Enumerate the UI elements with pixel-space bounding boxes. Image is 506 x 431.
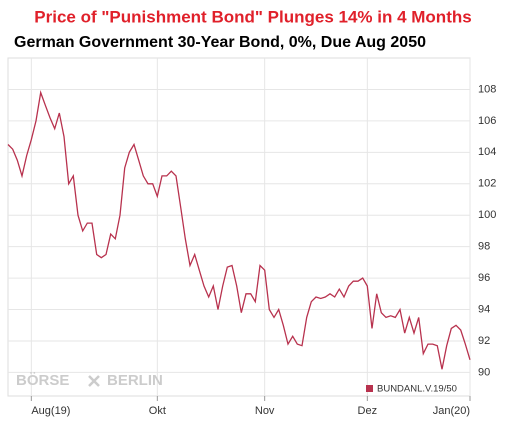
x-tick-label: Dez xyxy=(358,405,378,417)
y-tick-label: 106 xyxy=(478,115,496,127)
x-tick-label: Jan(20) xyxy=(433,405,470,417)
y-tick-label: 100 xyxy=(478,209,496,221)
y-tick-label: 104 xyxy=(478,146,496,158)
y-tick-label: 102 xyxy=(478,178,496,190)
y-tick-label: 98 xyxy=(478,241,490,253)
y-tick-label: 90 xyxy=(478,366,490,378)
y-tick-label: 108 xyxy=(478,83,496,95)
chart-subtitle: German Government 30-Year Bond, 0%, Due … xyxy=(14,34,426,51)
price-line xyxy=(7,90,471,370)
logo-icon xyxy=(88,375,100,387)
legend-swatch xyxy=(366,385,373,392)
x-tick-label: Nov xyxy=(255,405,275,417)
chart-title: Price of "Punishment Bond" Plunges 14% i… xyxy=(34,7,471,26)
y-tick-label: 96 xyxy=(478,272,490,284)
x-tick-label: Aug(19) xyxy=(31,405,70,417)
plot-frame xyxy=(7,57,471,397)
y-tick-label: 94 xyxy=(478,303,490,315)
y-tick-label: 92 xyxy=(478,335,490,347)
x-tick-label: Okt xyxy=(149,405,166,417)
logo-text: BERLIN xyxy=(107,372,163,389)
logo-text: BÖRSE xyxy=(16,372,69,389)
legend-label: BUNDANL.V.19/50 xyxy=(377,384,457,395)
